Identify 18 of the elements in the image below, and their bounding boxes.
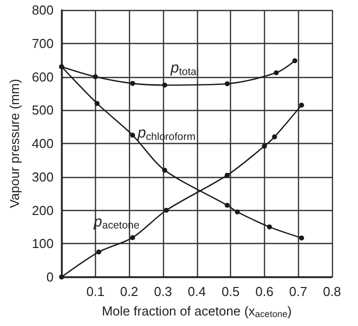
- x-tick-label: 0.7: [289, 284, 308, 299]
- x-tick-label: 0.4: [188, 284, 206, 299]
- x-tick-label: 0.1: [86, 284, 104, 299]
- y-tick-label: 200: [32, 202, 54, 218]
- y-tick-label: 700: [32, 36, 54, 51]
- y-tick-label: 800: [32, 2, 54, 18]
- x-tick-label: 0.5: [222, 284, 240, 299]
- y-tick-label: 600: [32, 69, 54, 84]
- x-tick-label: 0.2: [120, 284, 138, 299]
- y-tick-label: 0: [46, 270, 54, 284]
- x-tick-label: 0.6: [255, 284, 274, 299]
- y-tick-label: 100: [32, 236, 54, 252]
- y-axis-title: Vapour pressure (mm): [7, 78, 22, 208]
- y-tick-label: 500: [32, 102, 54, 118]
- y-tick-label: 400: [32, 136, 54, 151]
- x-tick-label: 0.3: [154, 284, 172, 299]
- y-tick-label: 300: [32, 169, 54, 184]
- x-tick-label: 0.8: [322, 284, 342, 299]
